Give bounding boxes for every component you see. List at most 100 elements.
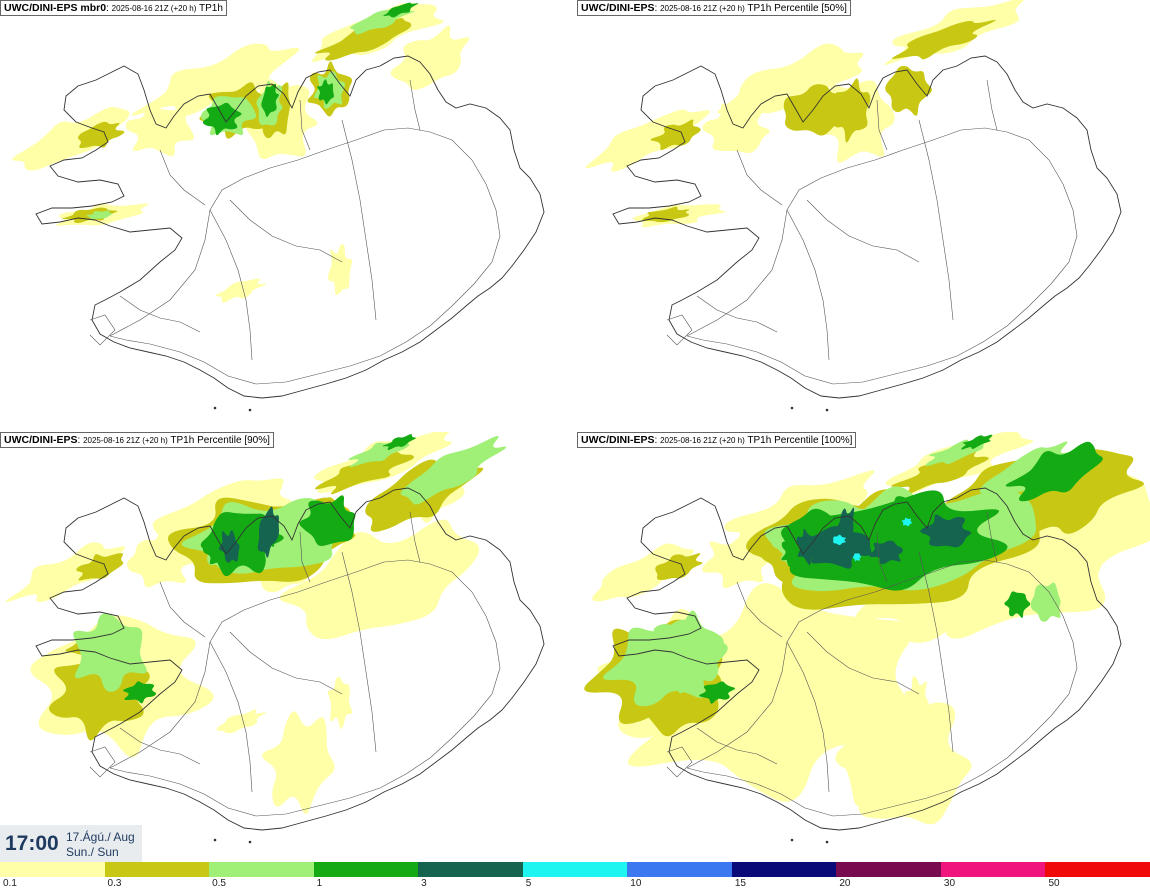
precip-area bbox=[702, 103, 770, 154]
precip-area bbox=[131, 43, 300, 119]
precip-area bbox=[1004, 591, 1031, 618]
road-line bbox=[341, 119, 377, 321]
run-time: 2025-08-16 21Z (+20 h) bbox=[660, 4, 745, 13]
precip-area bbox=[852, 553, 862, 562]
road-line bbox=[89, 746, 116, 778]
precip-area bbox=[317, 79, 334, 105]
precip-area bbox=[400, 436, 507, 505]
precip-area bbox=[835, 691, 972, 825]
legend-swatch bbox=[522, 862, 628, 877]
precip-field bbox=[12, 2, 470, 303]
legend-swatch bbox=[1045, 862, 1150, 877]
road-line bbox=[119, 727, 201, 765]
island bbox=[248, 408, 252, 412]
legend-swatch bbox=[940, 862, 1046, 877]
title-separator: : bbox=[106, 3, 109, 14]
road-line bbox=[666, 746, 693, 778]
precip-area bbox=[382, 433, 416, 451]
road-line bbox=[736, 149, 783, 206]
model-label: UWC/DINI-EPS mbr0 bbox=[4, 2, 107, 14]
legend-label: 30 bbox=[943, 878, 956, 889]
road-line bbox=[409, 79, 421, 131]
legend-swatch bbox=[627, 862, 733, 877]
valid-time: 17:00 bbox=[5, 832, 59, 855]
island bbox=[790, 406, 794, 410]
coastline bbox=[612, 487, 1122, 831]
map-panel-p90: UWC/DINI-EPS: 2025-08-16 21Z (+20 h) TP1… bbox=[0, 432, 573, 862]
precip-area bbox=[202, 102, 242, 136]
precip-area bbox=[218, 530, 240, 563]
road-line bbox=[696, 727, 778, 765]
panel-title: UWC/DINI-EPS: 2025-08-16 21Z (+20 h) TP1… bbox=[577, 432, 857, 448]
precip-area bbox=[717, 43, 864, 114]
road-line bbox=[89, 314, 116, 346]
precip-area bbox=[390, 25, 470, 90]
valid-time-box: 17:00 17.Ágú./ Aug Sun./ Sun bbox=[0, 825, 142, 862]
legend-swatch bbox=[731, 862, 837, 877]
legend-swatch bbox=[209, 862, 315, 877]
island bbox=[248, 840, 252, 844]
island bbox=[213, 838, 217, 842]
field-label: TP1h Percentile [90%] bbox=[170, 435, 270, 446]
precip-area bbox=[585, 109, 710, 172]
precip-area bbox=[262, 711, 335, 815]
precip-area bbox=[257, 506, 280, 558]
road-line bbox=[119, 295, 201, 333]
legend-swatch bbox=[418, 862, 524, 877]
precip-area bbox=[699, 681, 736, 704]
road-line bbox=[696, 295, 778, 333]
road-line bbox=[299, 531, 311, 583]
legend-label: 3 bbox=[421, 878, 427, 889]
precip-area bbox=[73, 613, 147, 692]
map-panel-p100: UWC/DINI-EPS: 2025-08-16 21Z (+20 h) TP1… bbox=[577, 432, 1150, 862]
field-label: TP1h Percentile [50%] bbox=[747, 3, 847, 14]
legend-label: 10 bbox=[630, 878, 642, 889]
road-line bbox=[686, 127, 1078, 385]
field-label: TP1h Percentile [100%] bbox=[747, 435, 853, 446]
road-line bbox=[159, 581, 206, 638]
precip-area bbox=[901, 517, 912, 527]
model-label: UWC/DINI-EPS bbox=[4, 434, 78, 446]
precip-area bbox=[627, 583, 912, 802]
legend-label: 20 bbox=[839, 878, 851, 889]
legend-label: 50 bbox=[1048, 878, 1060, 889]
island bbox=[213, 406, 217, 410]
road-line bbox=[806, 199, 920, 263]
precip-area bbox=[833, 534, 847, 546]
precip-area bbox=[76, 553, 124, 581]
legend-swatch bbox=[104, 862, 210, 877]
legend-swatch bbox=[836, 862, 942, 877]
valid-date: 17.Ágú./ Aug bbox=[66, 830, 135, 844]
precip-area bbox=[1005, 441, 1103, 502]
road-line bbox=[666, 314, 693, 346]
precip-area bbox=[920, 514, 972, 548]
road-line bbox=[409, 511, 421, 563]
run-time: 2025-08-16 21Z (+20 h) bbox=[83, 436, 168, 445]
road-line bbox=[786, 209, 830, 361]
iceland-precip-map bbox=[12, 2, 545, 412]
legend-swatch bbox=[313, 862, 419, 877]
precip-area bbox=[12, 106, 130, 171]
island bbox=[825, 840, 829, 844]
precip-area bbox=[650, 119, 701, 151]
precip-area bbox=[261, 83, 279, 118]
precip-area bbox=[603, 619, 728, 707]
model-label: UWC/DINI-EPS bbox=[581, 434, 655, 446]
road-line bbox=[299, 99, 311, 151]
precip-area bbox=[315, 451, 415, 495]
road-line bbox=[229, 199, 343, 263]
coastline bbox=[35, 55, 545, 399]
road-line bbox=[209, 209, 253, 361]
legend-label: 15 bbox=[734, 878, 746, 889]
road-line bbox=[918, 119, 954, 321]
legend-label: 1 bbox=[316, 878, 323, 889]
road-line bbox=[876, 99, 888, 151]
road-line bbox=[109, 559, 501, 817]
precip-area bbox=[891, 19, 996, 60]
road-line bbox=[229, 631, 343, 695]
precip-area bbox=[314, 18, 412, 61]
iceland-precip-map bbox=[585, 0, 1122, 412]
coastline bbox=[612, 55, 1122, 399]
precip-area bbox=[804, 526, 872, 569]
valid-day: Sun./ Sun bbox=[66, 845, 119, 859]
